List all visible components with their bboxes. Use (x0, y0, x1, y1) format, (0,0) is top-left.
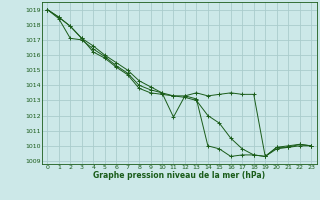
X-axis label: Graphe pression niveau de la mer (hPa): Graphe pression niveau de la mer (hPa) (93, 171, 265, 180)
